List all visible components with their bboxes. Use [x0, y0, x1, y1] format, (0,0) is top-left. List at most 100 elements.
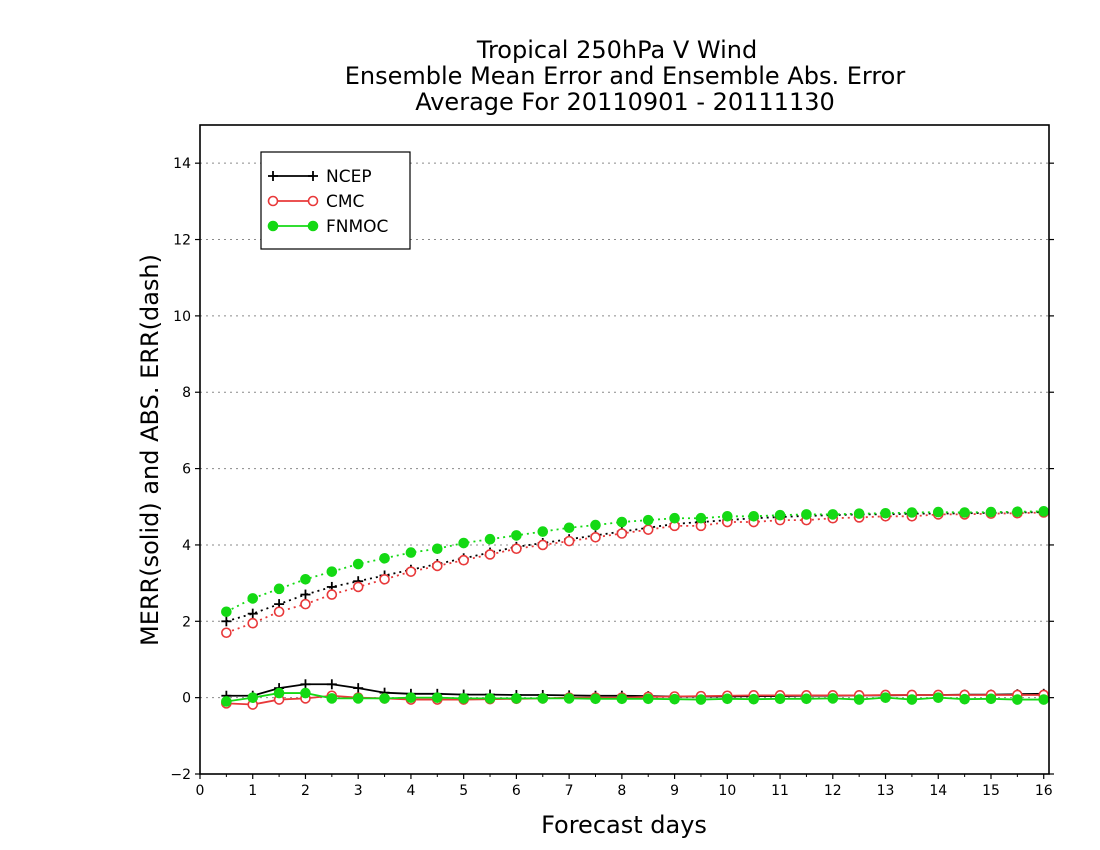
series-fnmoc-abs-error-point — [906, 507, 918, 518]
series-fnmoc-mean-error-point — [959, 693, 970, 705]
series-cmc-abs-error-point — [590, 532, 601, 543]
legend-item-cmc: CMC — [267, 192, 364, 212]
series-fnmoc-mean-error-point — [379, 693, 390, 704]
series-fnmoc-mean-error-point — [590, 693, 601, 705]
x-tick-label: 7 — [565, 783, 574, 799]
series-fnmoc-mean-error-point — [985, 693, 997, 705]
series-fnmoc-mean-error-point — [326, 693, 338, 704]
series-fnmoc-mean-error-point — [801, 693, 812, 705]
series-fnmoc-abs-error-point — [616, 516, 628, 528]
series-fnmoc-mean-error-point — [352, 693, 364, 704]
series-fnmoc-abs-error-point — [880, 507, 891, 519]
series-fnmoc-abs-error-point — [221, 606, 232, 618]
legend-label-cmc: CMC — [326, 192, 364, 212]
series-fnmoc-mean-error-point — [405, 692, 417, 703]
series-fnmoc-mean-error-point — [669, 693, 680, 705]
series-fnmoc-mean-error-point — [880, 692, 891, 703]
series-fnmoc-mean-error-point — [774, 693, 786, 705]
legend-item-ncep: NCEP — [268, 167, 372, 187]
series-fnmoc-mean-error-point — [563, 693, 575, 704]
series-cmc-abs-error-point — [247, 617, 259, 629]
x-tick-label: 5 — [459, 783, 468, 799]
x-tick-label: 8 — [617, 783, 626, 799]
series-fnmoc-abs-error-point — [352, 558, 364, 570]
legend-marker-fnmoc-right — [307, 220, 319, 232]
series-cmc-abs-error-point — [537, 539, 549, 551]
x-tick-label: 0 — [196, 783, 205, 799]
series-fnmoc — [221, 506, 1050, 707]
series-cmc-abs-error-point — [221, 627, 232, 639]
series-ncep-abs-error-point — [221, 616, 232, 627]
series-fnmoc-mean-error-point — [616, 693, 628, 705]
series-fnmoc-abs-error-point — [484, 533, 496, 545]
series-fnmoc-mean-error-point — [932, 692, 944, 703]
series-cmc-abs-error-point — [379, 573, 390, 585]
series-fnmoc-mean-error-point — [484, 693, 496, 704]
x-tick-label: 11 — [771, 783, 789, 799]
series-cmc-abs-error-point — [484, 549, 496, 560]
legend-marker-ncep-right — [308, 171, 318, 181]
x-tick-label: 12 — [824, 783, 842, 799]
series-fnmoc-abs-error-point — [326, 566, 338, 577]
series-fnmoc-mean-error-point — [273, 687, 285, 699]
series-fnmoc-mean-error-point — [511, 693, 522, 704]
series-fnmoc-abs-error-point — [642, 514, 654, 526]
y-tick-label: −2 — [170, 767, 191, 783]
series-layer — [221, 506, 1050, 710]
series-cmc-abs-error-point — [405, 566, 417, 577]
series-fnmoc-mean-error-point — [642, 693, 654, 705]
series-fnmoc-mean-error-point — [537, 693, 549, 704]
series-fnmoc-abs-error-point — [458, 537, 469, 549]
y-tick-label: 6 — [182, 462, 191, 478]
series-cmc-abs-error-point — [616, 528, 628, 539]
legend-marker-fnmoc-left — [267, 220, 279, 232]
series-fnmoc-abs-error-point — [722, 511, 733, 522]
series-fnmoc-abs-error-point — [827, 509, 839, 520]
legend: NCEP CMC FNMOC — [260, 151, 411, 250]
series-fnmoc-abs-error-point — [563, 522, 575, 534]
series-fnmoc-mean-error-point — [458, 693, 469, 704]
plot-frame — [199, 124, 1050, 775]
series-ncep-abs-error-point — [247, 608, 258, 619]
series-fnmoc-abs-error-point — [431, 543, 443, 555]
series-cmc-abs-error-point — [458, 554, 469, 566]
series-cmc-abs-error-point — [642, 524, 654, 535]
y-tick-label: 8 — [182, 385, 191, 401]
series-cmc-abs-error-point — [326, 589, 338, 600]
legend-label-fnmoc: FNMOC — [326, 217, 388, 237]
x-tick-label: 13 — [877, 783, 895, 799]
chart-title-line-3: Average For 20110901 - 20111130 — [415, 88, 835, 116]
series-cmc-abs-error-point — [563, 535, 575, 547]
series-fnmoc-abs-error-point — [590, 519, 601, 531]
series-ncep-mean-error-point — [326, 679, 337, 690]
y-tick-label: 2 — [182, 614, 191, 630]
legend-item-fnmoc: FNMOC — [267, 217, 388, 237]
series-fnmoc-mean-error-point — [247, 692, 259, 703]
series-fnmoc-abs-error-point — [405, 547, 417, 558]
series-fnmoc-mean-error-point — [431, 692, 443, 703]
series-fnmoc-mean-error-point — [1038, 694, 1050, 705]
series-fnmoc-abs-error-point — [511, 530, 522, 541]
series-fnmoc-mean-error-point — [221, 696, 232, 707]
y-tick-label: 4 — [182, 538, 191, 554]
series-fnmoc-mean-error-point — [906, 694, 918, 705]
series-fnmoc-abs-error-point — [959, 507, 970, 518]
y-tick-label: 0 — [182, 691, 191, 707]
series-cmc-abs-error-point — [511, 543, 522, 555]
x-tick-label: 2 — [301, 783, 310, 799]
series-fnmoc-mean-error-point — [695, 694, 707, 705]
series-fnmoc-abs-error-point — [748, 511, 759, 522]
series-fnmoc-mean-error-point — [748, 693, 759, 705]
series-fnmoc-abs-error-point — [801, 509, 812, 520]
x-tick-label: 14 — [929, 783, 947, 799]
series-fnmoc-abs-error-point — [247, 593, 259, 604]
series-fnmoc-mean-error-point — [853, 694, 865, 705]
x-tick-label: 16 — [1035, 783, 1053, 799]
chart-title-line-2: Ensemble Mean Error and Ensemble Abs. Er… — [345, 62, 906, 90]
series-cmc-abs-error-point — [273, 606, 285, 618]
series-fnmoc-abs-error-point — [379, 553, 390, 564]
series-fnmoc-mean-error-point — [1012, 694, 1023, 705]
